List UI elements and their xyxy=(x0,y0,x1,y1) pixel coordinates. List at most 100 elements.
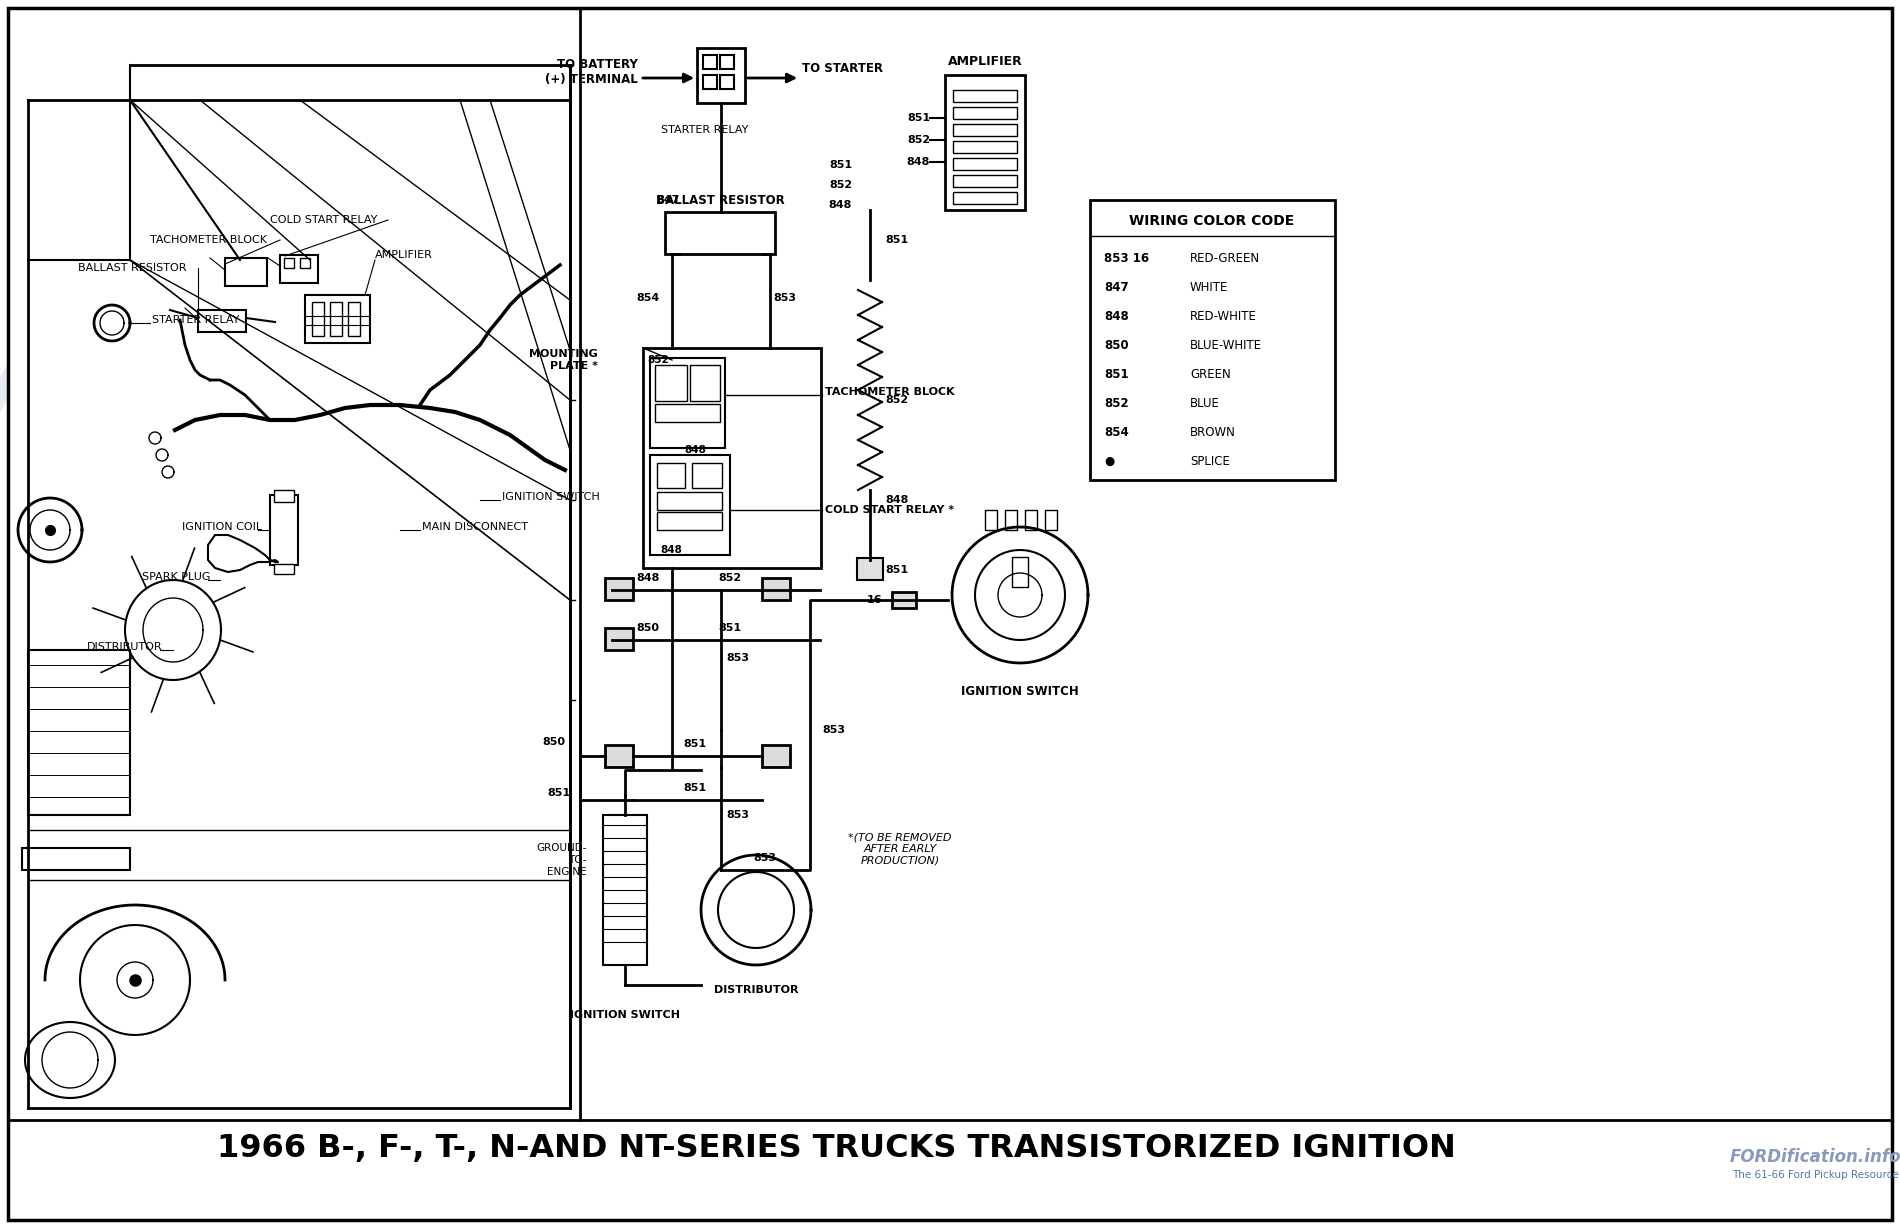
Bar xyxy=(762,745,790,768)
Text: 851: 851 xyxy=(885,565,908,575)
Bar xyxy=(279,255,317,282)
Bar xyxy=(274,490,294,502)
Text: 848: 848 xyxy=(636,573,659,583)
Text: 1966 B-, F-, T-, N-AND NT-SERIES TRUCKS TRANSISTORIZED IGNITION: 1966 B-, F-, T-, N-AND NT-SERIES TRUCKS … xyxy=(217,1133,1455,1164)
Bar xyxy=(954,124,1016,136)
Bar xyxy=(720,55,733,69)
Text: 853: 853 xyxy=(726,810,749,820)
Text: 848: 848 xyxy=(1104,309,1129,323)
Text: GROUND-
TO-
ENGINE: GROUND- TO- ENGINE xyxy=(536,844,587,877)
Bar xyxy=(274,564,294,573)
Bar xyxy=(312,302,325,336)
Text: IGNITION SWITCH: IGNITION SWITCH xyxy=(502,492,600,502)
Bar xyxy=(1005,510,1016,530)
Text: TO STARTER: TO STARTER xyxy=(802,61,884,75)
Bar xyxy=(954,192,1016,204)
Text: 847: 847 xyxy=(657,195,680,205)
Text: DISTRIBUTOR: DISTRIBUTOR xyxy=(86,642,162,652)
Bar xyxy=(697,48,745,103)
Text: 848: 848 xyxy=(885,495,908,505)
Text: IGNITION COIL: IGNITION COIL xyxy=(182,522,262,532)
Bar xyxy=(692,463,722,488)
Text: TACHOMETER BLOCK: TACHOMETER BLOCK xyxy=(150,235,268,246)
Bar xyxy=(720,75,733,88)
Bar xyxy=(348,302,359,336)
Bar xyxy=(690,365,720,402)
Bar xyxy=(954,141,1016,154)
Bar xyxy=(656,365,688,402)
Bar xyxy=(28,650,129,815)
Bar xyxy=(657,492,722,510)
Bar xyxy=(954,158,1016,169)
Bar xyxy=(23,849,129,869)
Text: BLUE-WHITE: BLUE-WHITE xyxy=(1189,339,1262,352)
Text: FORDification.info: FORDification.info xyxy=(1729,1148,1900,1167)
Text: 853: 853 xyxy=(773,293,796,303)
Text: 851: 851 xyxy=(1104,368,1129,381)
Bar xyxy=(1091,200,1336,480)
Text: TACHOMETER BLOCK: TACHOMETER BLOCK xyxy=(825,387,954,397)
Text: COLD START RELAY *: COLD START RELAY * xyxy=(825,505,954,515)
Text: 851: 851 xyxy=(684,783,707,793)
Text: The 61-66 Ford
Pickup Resource: The 61-66 Ford Pickup Resource xyxy=(104,491,636,869)
Text: RED-WHITE: RED-WHITE xyxy=(1189,309,1258,323)
Bar xyxy=(665,212,775,254)
Bar xyxy=(657,463,686,488)
Text: TO BATTERY
(+) TERMINAL: TO BATTERY (+) TERMINAL xyxy=(545,58,638,86)
Text: 852: 852 xyxy=(885,395,908,405)
Text: 851: 851 xyxy=(906,113,929,123)
Text: COLD START RELAY: COLD START RELAY xyxy=(270,215,378,225)
Bar xyxy=(331,302,342,336)
Text: 848: 848 xyxy=(828,200,851,210)
Text: STARTER RELAY: STARTER RELAY xyxy=(661,125,749,135)
Bar xyxy=(283,258,294,268)
Text: 850: 850 xyxy=(1104,339,1129,352)
Bar xyxy=(954,107,1016,119)
Text: DISTRIBUTOR: DISTRIBUTOR xyxy=(714,985,798,995)
Text: IGNITION SWITCH: IGNITION SWITCH xyxy=(961,685,1079,698)
Text: The 61-66 Ford
Pickup Resource: The 61-66 Ford Pickup Resource xyxy=(770,513,1151,786)
Text: IGNITION SWITCH: IGNITION SWITCH xyxy=(570,1009,680,1020)
Bar xyxy=(857,558,884,580)
Text: 853 16: 853 16 xyxy=(1104,252,1150,265)
Bar xyxy=(306,295,371,343)
Text: STARTER RELAY: STARTER RELAY xyxy=(152,316,239,325)
Bar xyxy=(703,55,716,69)
Bar xyxy=(650,359,726,448)
Text: 852: 852 xyxy=(718,573,741,583)
Bar xyxy=(604,628,633,650)
Text: 851: 851 xyxy=(547,788,570,798)
Bar xyxy=(198,309,245,332)
Bar xyxy=(1045,510,1056,530)
Bar xyxy=(604,745,633,768)
Bar xyxy=(657,512,722,530)
Text: 852: 852 xyxy=(648,355,669,365)
Text: 852: 852 xyxy=(906,135,929,145)
Bar xyxy=(1024,510,1037,530)
Bar xyxy=(642,348,821,569)
Bar xyxy=(1013,558,1028,587)
Bar xyxy=(270,495,298,565)
Text: BLUE: BLUE xyxy=(1189,397,1220,410)
Text: BALLAST RESISTOR: BALLAST RESISTOR xyxy=(656,194,785,208)
Bar xyxy=(703,75,716,88)
Text: AMPLIFIER: AMPLIFIER xyxy=(374,251,433,260)
Text: GREEN: GREEN xyxy=(1189,368,1231,381)
Bar xyxy=(954,176,1016,187)
Text: BALLAST RESISTOR: BALLAST RESISTOR xyxy=(78,263,186,273)
Text: RED-GREEN: RED-GREEN xyxy=(1189,252,1260,265)
Text: 848: 848 xyxy=(684,445,707,456)
Bar xyxy=(762,578,790,600)
Bar xyxy=(656,404,720,422)
Text: 848: 848 xyxy=(906,157,929,167)
Text: 848: 848 xyxy=(659,545,682,555)
Text: BROWN: BROWN xyxy=(1189,426,1235,438)
Text: 850: 850 xyxy=(542,737,564,747)
Text: AMPLIFIER: AMPLIFIER xyxy=(948,55,1022,68)
Text: ●: ● xyxy=(1104,456,1113,468)
Text: 851: 851 xyxy=(885,235,908,246)
Text: 853: 853 xyxy=(726,653,749,663)
Text: 16: 16 xyxy=(866,596,882,605)
Bar xyxy=(604,578,633,600)
Text: 852: 852 xyxy=(1104,397,1129,410)
